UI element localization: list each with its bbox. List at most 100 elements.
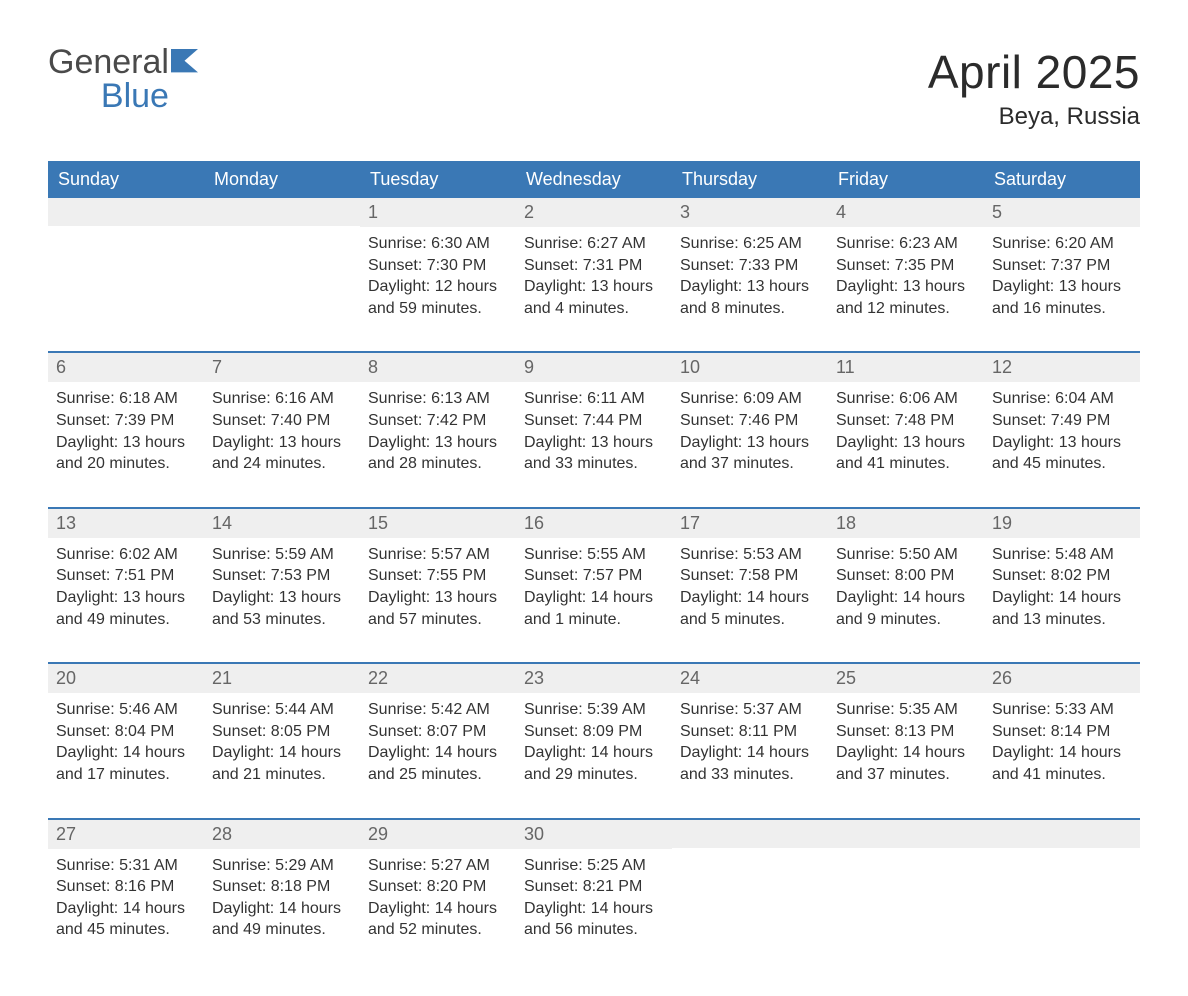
daylight-text: Daylight: 13 hours and 20 minutes. [56,432,196,475]
daylight-text: Daylight: 14 hours and 56 minutes. [524,898,664,941]
date-number: 20 [48,664,204,693]
date-number: 18 [828,509,984,538]
calendar-cell: 9Sunrise: 6:11 AMSunset: 7:44 PMDaylight… [516,353,672,484]
daylight-text: Daylight: 13 hours and 4 minutes. [524,276,664,319]
date-number: 7 [204,353,360,382]
calendar-cell: 29Sunrise: 5:27 AMSunset: 8:20 PMDayligh… [360,820,516,951]
cell-body: Sunrise: 6:13 AMSunset: 7:42 PMDaylight:… [360,382,516,474]
sunset-text: Sunset: 7:57 PM [524,565,664,587]
sunset-text: Sunset: 7:37 PM [992,255,1132,277]
daylight-text: Daylight: 14 hours and 17 minutes. [56,742,196,785]
cell-body: Sunrise: 6:04 AMSunset: 7:49 PMDaylight:… [984,382,1140,474]
calendar-cell: 16Sunrise: 5:55 AMSunset: 7:57 PMDayligh… [516,509,672,640]
date-number: 4 [828,198,984,227]
daylight-text: Daylight: 14 hours and 29 minutes. [524,742,664,785]
date-number: 25 [828,664,984,693]
cell-body: Sunrise: 6:11 AMSunset: 7:44 PMDaylight:… [516,382,672,474]
page-header: General Blue April 2025 Beya, Russia [48,45,1140,131]
sunrise-text: Sunrise: 5:31 AM [56,855,196,877]
date-number: 13 [48,509,204,538]
cell-body: Sunrise: 5:35 AMSunset: 8:13 PMDaylight:… [828,693,984,785]
calendar-cell [48,198,204,329]
sunrise-text: Sunrise: 5:55 AM [524,544,664,566]
cell-body: Sunrise: 6:30 AMSunset: 7:30 PMDaylight:… [360,227,516,319]
sunrise-text: Sunrise: 6:18 AM [56,388,196,410]
cell-body: Sunrise: 5:57 AMSunset: 7:55 PMDaylight:… [360,538,516,630]
calendar-cell: 24Sunrise: 5:37 AMSunset: 8:11 PMDayligh… [672,664,828,795]
logo-text: General Blue [48,45,169,113]
day-header: Sunday [48,161,204,198]
sunrise-text: Sunrise: 6:16 AM [212,388,352,410]
cell-body: Sunrise: 6:25 AMSunset: 7:33 PMDaylight:… [672,227,828,319]
date-number: 2 [516,198,672,227]
daylight-text: Daylight: 14 hours and 25 minutes. [368,742,508,785]
calendar-cell [984,820,1140,951]
sunset-text: Sunset: 7:51 PM [56,565,196,587]
calendar-cell: 20Sunrise: 5:46 AMSunset: 8:04 PMDayligh… [48,664,204,795]
calendar-cell: 30Sunrise: 5:25 AMSunset: 8:21 PMDayligh… [516,820,672,951]
logo-flag-icon [171,49,207,80]
calendar-cell: 1Sunrise: 6:30 AMSunset: 7:30 PMDaylight… [360,198,516,329]
daylight-text: Daylight: 14 hours and 9 minutes. [836,587,976,630]
date-number [204,198,360,226]
date-number: 11 [828,353,984,382]
calendar-cell: 4Sunrise: 6:23 AMSunset: 7:35 PMDaylight… [828,198,984,329]
date-number: 28 [204,820,360,849]
date-number: 15 [360,509,516,538]
date-number: 14 [204,509,360,538]
date-number: 9 [516,353,672,382]
date-number [48,198,204,226]
logo-line2: Blue [48,79,169,113]
day-header: Thursday [672,161,828,198]
cell-body: Sunrise: 5:50 AMSunset: 8:00 PMDaylight:… [828,538,984,630]
calendar: SundayMondayTuesdayWednesdayThursdayFrid… [48,161,1140,951]
date-number: 21 [204,664,360,693]
daylight-text: Daylight: 13 hours and 33 minutes. [524,432,664,475]
day-header: Friday [828,161,984,198]
sunset-text: Sunset: 8:02 PM [992,565,1132,587]
cell-body: Sunrise: 5:42 AMSunset: 8:07 PMDaylight:… [360,693,516,785]
cell-body: Sunrise: 5:55 AMSunset: 7:57 PMDaylight:… [516,538,672,630]
cell-body: Sunrise: 5:46 AMSunset: 8:04 PMDaylight:… [48,693,204,785]
date-number: 30 [516,820,672,849]
date-number: 24 [672,664,828,693]
date-number: 6 [48,353,204,382]
date-number: 17 [672,509,828,538]
daylight-text: Daylight: 13 hours and 28 minutes. [368,432,508,475]
cell-body: Sunrise: 6:18 AMSunset: 7:39 PMDaylight:… [48,382,204,474]
day-header: Monday [204,161,360,198]
calendar-cell: 19Sunrise: 5:48 AMSunset: 8:02 PMDayligh… [984,509,1140,640]
week-row: 6Sunrise: 6:18 AMSunset: 7:39 PMDaylight… [48,351,1140,484]
daylight-text: Daylight: 13 hours and 12 minutes. [836,276,976,319]
daylight-text: Daylight: 14 hours and 37 minutes. [836,742,976,785]
calendar-cell: 3Sunrise: 6:25 AMSunset: 7:33 PMDaylight… [672,198,828,329]
sunset-text: Sunset: 8:04 PM [56,721,196,743]
daylight-text: Daylight: 14 hours and 21 minutes. [212,742,352,785]
daylight-text: Daylight: 14 hours and 52 minutes. [368,898,508,941]
sunset-text: Sunset: 7:42 PM [368,410,508,432]
calendar-cell: 26Sunrise: 5:33 AMSunset: 8:14 PMDayligh… [984,664,1140,795]
sunset-text: Sunset: 7:44 PM [524,410,664,432]
cell-body: Sunrise: 5:53 AMSunset: 7:58 PMDaylight:… [672,538,828,630]
sunset-text: Sunset: 8:14 PM [992,721,1132,743]
sunset-text: Sunset: 8:21 PM [524,876,664,898]
calendar-cell [672,820,828,951]
date-number [828,820,984,848]
sunset-text: Sunset: 7:39 PM [56,410,196,432]
daylight-text: Daylight: 14 hours and 41 minutes. [992,742,1132,785]
date-number: 12 [984,353,1140,382]
title-block: April 2025 Beya, Russia [928,45,1140,131]
calendar-cell: 11Sunrise: 6:06 AMSunset: 7:48 PMDayligh… [828,353,984,484]
calendar-cell: 18Sunrise: 5:50 AMSunset: 8:00 PMDayligh… [828,509,984,640]
daylight-text: Daylight: 14 hours and 33 minutes. [680,742,820,785]
calendar-cell: 22Sunrise: 5:42 AMSunset: 8:07 PMDayligh… [360,664,516,795]
date-number: 27 [48,820,204,849]
sunrise-text: Sunrise: 5:42 AM [368,699,508,721]
cell-body: Sunrise: 5:25 AMSunset: 8:21 PMDaylight:… [516,849,672,941]
sunrise-text: Sunrise: 6:25 AM [680,233,820,255]
calendar-cell: 5Sunrise: 6:20 AMSunset: 7:37 PMDaylight… [984,198,1140,329]
logo: General Blue [48,45,207,113]
daylight-text: Daylight: 13 hours and 16 minutes. [992,276,1132,319]
cell-body: Sunrise: 6:27 AMSunset: 7:31 PMDaylight:… [516,227,672,319]
sunrise-text: Sunrise: 5:59 AM [212,544,352,566]
